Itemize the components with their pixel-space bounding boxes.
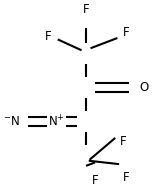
Text: F: F [123, 26, 130, 40]
Text: F: F [92, 174, 98, 187]
Text: O: O [140, 81, 149, 94]
Text: F: F [120, 136, 127, 149]
Text: $^{-}$N: $^{-}$N [3, 115, 21, 128]
Text: F: F [45, 30, 52, 43]
Text: N$^{+}$: N$^{+}$ [48, 114, 65, 129]
Text: F: F [123, 171, 130, 184]
Text: F: F [83, 3, 89, 16]
